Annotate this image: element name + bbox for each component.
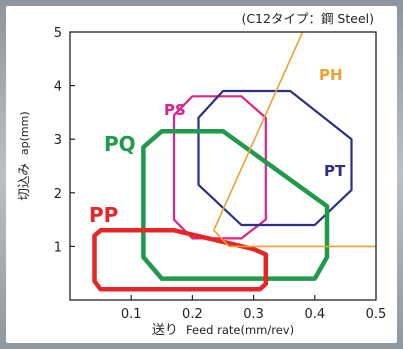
ph-lines-layer [213, 31, 376, 248]
region-ps [172, 95, 267, 240]
label-pp: PP [89, 203, 118, 227]
x-tick-label: 0.4 [304, 307, 325, 322]
label-ph: PH [319, 66, 343, 84]
y-tick-label: 4 [54, 80, 62, 95]
y-axis-label: 切込み ap(mm) [13, 111, 32, 200]
feed-depth-chart: (C12タイプ：鋼 Steel) 0.1 0.2 0.3 0.4 0.5 1 2 3 4 5 P… [13, 11, 386, 338]
y-axis-label-main: 切込み [16, 163, 31, 201]
label-pt: PT [324, 162, 346, 180]
y-tick-label: 5 [54, 26, 62, 41]
x-tick-label: 0.5 [366, 307, 387, 322]
region-pp [92, 228, 269, 292]
x-axis-label-sub: Feed rate(mm/rev) [186, 323, 294, 337]
x-tick-label: 0.2 [182, 307, 203, 322]
y-axis-label-sub: ap(mm) [18, 111, 31, 155]
x-axis-ticks: 0.1 0.2 0.3 0.4 0.5 [121, 295, 386, 322]
y-tick-label: 1 [54, 240, 62, 255]
line-ph-1 [213, 31, 304, 231]
line-ph-2 [213, 229, 376, 248]
x-tick-label: 0.3 [243, 307, 264, 322]
x-tick-label: 0.1 [121, 307, 142, 322]
chart-subtitle: (C12タイプ：鋼 Steel) [241, 11, 374, 26]
chart-panel: (C12タイプ：鋼 Steel) 0.1 0.2 0.3 0.4 0.5 1 2 3 4 5 P… [6, 6, 397, 343]
y-tick-label: 2 [54, 187, 62, 202]
region-pt [197, 89, 353, 227]
x-axis-label-main: 送り [152, 323, 178, 338]
regions-layer [92, 89, 353, 292]
x-axis-label: 送り Feed rate(mm/rev) [152, 319, 294, 338]
label-pq: PQ [104, 132, 136, 156]
plot-frame [69, 31, 377, 301]
label-ps: PS [164, 101, 186, 119]
y-axis-ticks: 1 2 3 4 5 [54, 26, 75, 255]
y-tick-label: 3 [54, 133, 62, 148]
region-pq [141, 128, 330, 281]
